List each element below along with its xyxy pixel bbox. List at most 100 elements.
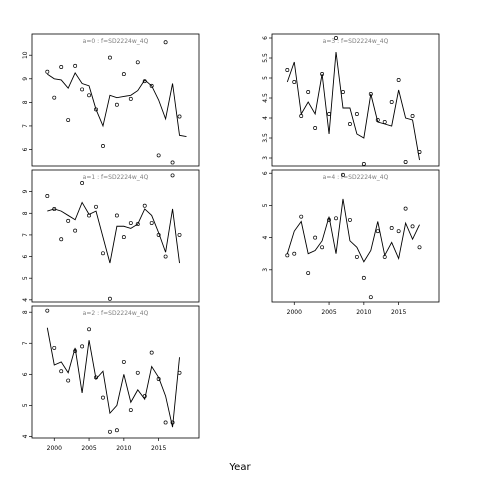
x-axis-label: Year <box>228 462 251 473</box>
data-point <box>163 40 168 45</box>
y-tick-label: 4.5 <box>262 93 269 103</box>
y-tick-label: 3 <box>262 268 269 272</box>
data-point <box>149 221 154 225</box>
series-line <box>47 71 187 137</box>
data-point <box>156 232 161 237</box>
x-tick-label: 2005 <box>81 445 96 452</box>
data-point <box>87 327 92 332</box>
data-point <box>410 224 415 229</box>
data-point <box>156 153 161 158</box>
data-point <box>177 370 182 375</box>
data-point <box>354 112 359 116</box>
data-point <box>135 370 140 375</box>
data-point <box>306 90 311 94</box>
data-point <box>163 420 168 425</box>
y-tick-label: 3.5 <box>262 133 269 143</box>
y-tick-label: 4 <box>262 236 269 240</box>
x-tick-label: 2010 <box>356 309 371 316</box>
data-point <box>375 118 380 122</box>
data-point <box>396 229 401 234</box>
x-tick-label: 2000 <box>287 309 302 316</box>
data-point <box>403 206 408 211</box>
panel-a0: a=0 : f=SD2224w_4Q 6 7 8 9 10 <box>22 33 200 167</box>
data-point <box>52 345 57 350</box>
data-point <box>59 65 64 69</box>
panel-a1: a=1 : f=SD2224w_4Q 4 5 6 7 8 9 <box>22 169 200 303</box>
data-point <box>121 359 126 364</box>
y-tick-label: 6 <box>262 171 269 175</box>
series-line <box>47 201 180 264</box>
data-point <box>52 207 57 211</box>
y-tick-label: 7 <box>22 341 29 345</box>
data-point <box>142 203 147 208</box>
data-point <box>177 232 182 237</box>
data-point <box>45 69 50 74</box>
x-tick-label: 2000 <box>47 445 62 452</box>
panel-frame <box>271 169 440 303</box>
data-point <box>73 228 78 233</box>
y-tick-label: 9 <box>22 77 29 81</box>
data-point <box>59 369 64 374</box>
y-tick-label: 10 <box>22 51 29 59</box>
data-point <box>128 96 133 101</box>
data-point <box>389 226 394 230</box>
data-point <box>417 150 422 154</box>
data-point <box>170 160 175 165</box>
data-point <box>306 271 311 275</box>
y-tick-label: 5 <box>22 403 29 407</box>
data-point <box>417 245 422 250</box>
y-tick-label: 9 <box>22 190 29 194</box>
data-point <box>347 217 352 222</box>
data-point <box>94 107 98 112</box>
panel-title: a=0 : f=SD2224w_4Q <box>83 38 149 45</box>
data-point <box>142 394 147 399</box>
data-point <box>101 144 105 148</box>
data-point <box>163 254 168 259</box>
data-point <box>149 83 154 88</box>
data-point <box>313 126 318 130</box>
data-point <box>101 395 105 400</box>
data-point <box>334 36 338 40</box>
data-point <box>135 60 140 65</box>
data-point <box>80 181 85 185</box>
y-tick-label: 6 <box>22 254 29 258</box>
data-point <box>156 377 161 381</box>
panel-a3: a=3 : f=SD2224w_4Q 3 3.5 4 4.5 5 5.5 6 <box>262 33 440 167</box>
data-point <box>327 112 332 116</box>
panel-title: a=1 : f=SD2224w_4Q <box>83 174 149 181</box>
x-tick-label: 2005 <box>321 309 336 316</box>
data-point <box>354 254 359 259</box>
data-point <box>403 160 408 164</box>
panel-frame <box>31 169 200 303</box>
data-point <box>361 275 366 280</box>
panel-a4: a=4 : f=SD2224w_4Q 3 4 5 6 2000 2005 2010 2015 <box>262 169 440 316</box>
data-point <box>382 120 387 124</box>
y-tick-label: 4 <box>22 434 29 438</box>
data-point <box>334 216 338 221</box>
data-point <box>66 218 71 223</box>
y-tick-label: 7 <box>22 124 29 128</box>
data-point <box>170 420 175 425</box>
data-point <box>45 308 50 313</box>
data-point <box>107 55 112 60</box>
data-point <box>320 245 325 250</box>
data-point <box>396 78 401 82</box>
series-line <box>46 327 180 428</box>
panel-title: a=4 : f=SD2224w_4Q <box>323 174 389 181</box>
y-tick-label: 6 <box>22 147 29 151</box>
y-tick-label: 8 <box>22 100 29 104</box>
data-point <box>52 95 57 100</box>
y-tick-label: 5.5 <box>262 53 269 63</box>
data-point <box>177 114 182 119</box>
x-tick-label: 2015 <box>391 309 406 316</box>
data-point <box>327 217 332 222</box>
y-tick-label: 5 <box>22 276 29 280</box>
y-tick-label: 8 <box>22 310 29 314</box>
data-point <box>73 63 78 68</box>
data-point <box>142 79 147 84</box>
x-tick-label: 2010 <box>116 445 131 452</box>
data-point <box>292 251 297 256</box>
y-tick-label: 5 <box>262 76 269 80</box>
